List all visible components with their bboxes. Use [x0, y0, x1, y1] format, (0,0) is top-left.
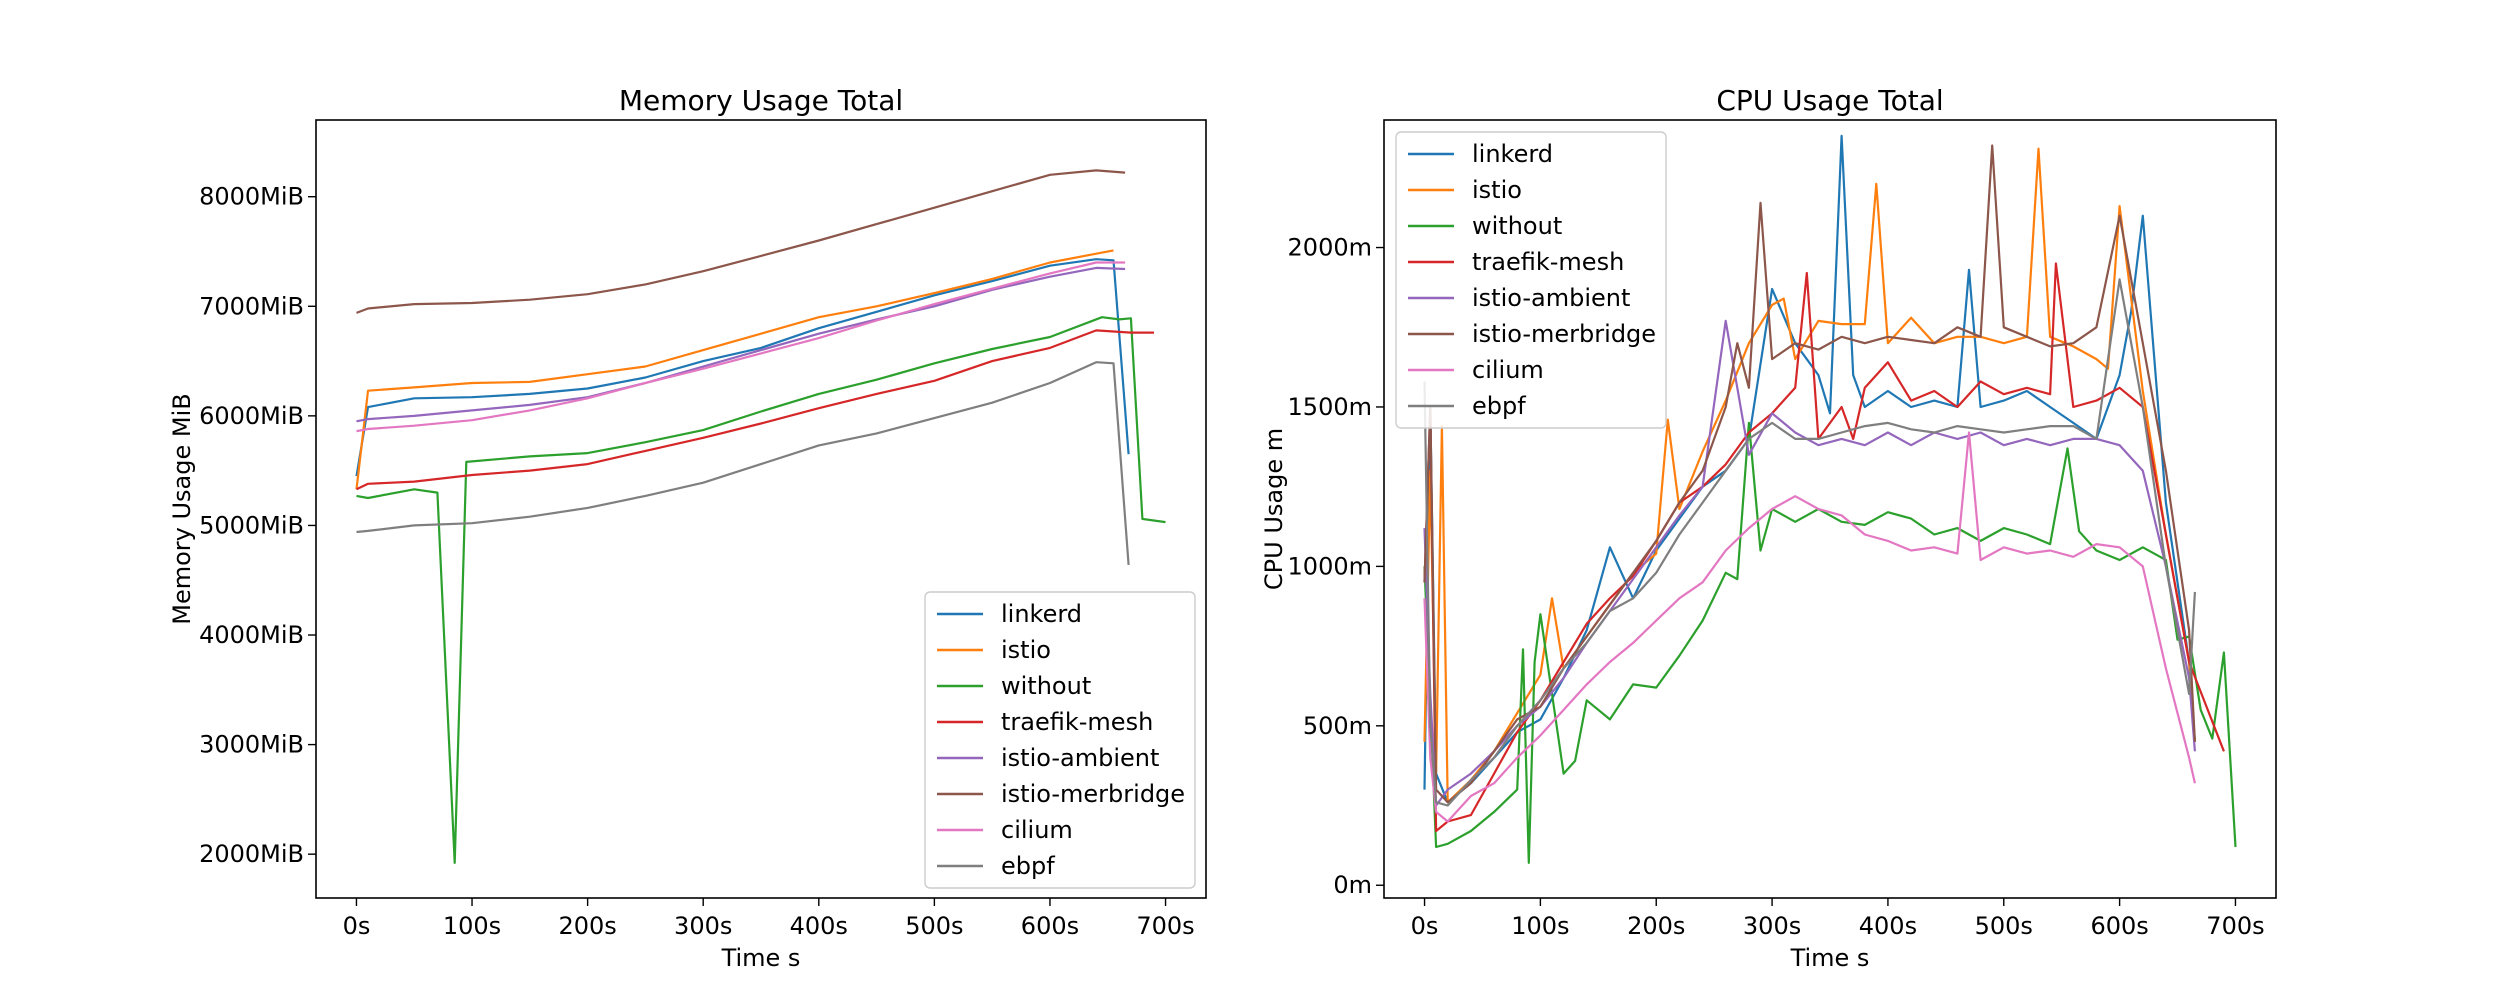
series-line-cilium — [356, 261, 1126, 433]
y-axis-label: Memory Usage MiB — [168, 393, 196, 624]
series-line-istio-ambient — [356, 266, 1126, 423]
legend-label-traefik-mesh: traefik-mesh — [1001, 708, 1153, 736]
legend-label-istio-ambient: istio-ambient — [1472, 284, 1630, 312]
legend-label-linkerd: linkerd — [1001, 600, 1082, 628]
x-tick-label: 500s — [905, 912, 963, 940]
y-tick-label: 8000MiB — [199, 183, 304, 211]
chart-title: CPU Usage Total — [1716, 84, 1943, 117]
y-tick-label: 0m — [1333, 871, 1372, 899]
plot-frame — [315, 119, 1207, 899]
series-line-linkerd — [355, 258, 1130, 477]
y-tick-label: 5000MiB — [199, 511, 304, 539]
legend-label-ebpf: ebpf — [1472, 392, 1526, 420]
y-axis-label: CPU Usage m — [1260, 428, 1288, 590]
cpu-usage-chart: CPU Usage Total 0s 100s 200s 300s 400s 500s 600… — [1260, 84, 2277, 972]
x-tick-label: 0s — [1411, 912, 1439, 940]
legend-label-without: without — [1001, 672, 1091, 700]
x-tick-label: 200s — [558, 912, 616, 940]
series-line-ebpf — [1423, 278, 2196, 807]
legend-box — [1395, 131, 1667, 429]
series-line-without — [1423, 421, 2237, 865]
y-tick-label: 500m — [1303, 712, 1372, 740]
series-line-istio — [355, 249, 1114, 490]
legend-box — [924, 591, 1196, 889]
x-axis-label: Time s — [721, 944, 801, 972]
legend: linkerd istio without traefik-mesh istio-amb… — [1395, 131, 1667, 429]
legend-label-ebpf: ebpf — [1001, 852, 1055, 880]
y-tick-label: 4000MiB — [199, 621, 304, 649]
series-line-traefik-mesh — [356, 329, 1154, 491]
legend-label-cilium: cilium — [1472, 356, 1544, 384]
legend-label-istio-merbridge: istio-merbridge — [1472, 320, 1656, 348]
legend-label-istio: istio — [1472, 176, 1522, 204]
memory-usage-chart: Memory Usage Total 0s 100s 200s 300s 400s 500s… — [168, 84, 1207, 972]
x-axis-label: Time s — [1790, 944, 1870, 972]
y-tick-label: 6000MiB — [199, 402, 304, 430]
y-tick-label: 1500m — [1288, 393, 1372, 421]
legend: linkerd istio without traefik-mesh istio-amb… — [924, 591, 1196, 889]
series-line-ebpf — [356, 361, 1130, 565]
legend-label-without: without — [1472, 212, 1562, 240]
x-tick-label: 300s — [1743, 912, 1801, 940]
chart-title: Memory Usage Total — [619, 84, 903, 117]
legend-label-istio-merbridge: istio-merbridge — [1001, 780, 1185, 808]
x-tick-label: 600s — [1021, 912, 1079, 940]
legend-label-istio-ambient: istio-ambient — [1001, 744, 1159, 772]
x-tick-label: 400s — [790, 912, 848, 940]
legend-label-traefik-mesh: traefik-mesh — [1472, 248, 1624, 276]
series-line-without — [356, 316, 1166, 865]
y-tick-label: 2000m — [1288, 234, 1372, 262]
y-tick-label: 3000MiB — [199, 731, 304, 759]
x-tick-label: 700s — [2206, 912, 2264, 940]
series-line-cilium — [1423, 431, 2196, 823]
x-tick-label: 400s — [1859, 912, 1917, 940]
series-lines — [355, 169, 1166, 865]
y-tick-label: 1000m — [1288, 552, 1372, 580]
legend-label-istio: istio — [1001, 636, 1051, 664]
x-tick-label: 700s — [1136, 912, 1194, 940]
x-tick-label: 0s — [343, 912, 371, 940]
y-tick-label: 2000MiB — [199, 840, 304, 868]
x-tick-label: 300s — [674, 912, 732, 940]
x-tick-label: 200s — [1627, 912, 1685, 940]
y-tick-label: 7000MiB — [199, 292, 304, 320]
x-tick-label: 100s — [443, 912, 501, 940]
x-tick-label: 500s — [1975, 912, 2033, 940]
series-line-istio-merbridge — [356, 169, 1126, 314]
series-lines — [1423, 134, 2237, 865]
legend-label-cilium: cilium — [1001, 816, 1073, 844]
plot-frame — [1383, 119, 2277, 899]
legend-label-linkerd: linkerd — [1472, 140, 1553, 168]
x-tick-label: 100s — [1511, 912, 1569, 940]
x-tick-label: 600s — [2090, 912, 2148, 940]
